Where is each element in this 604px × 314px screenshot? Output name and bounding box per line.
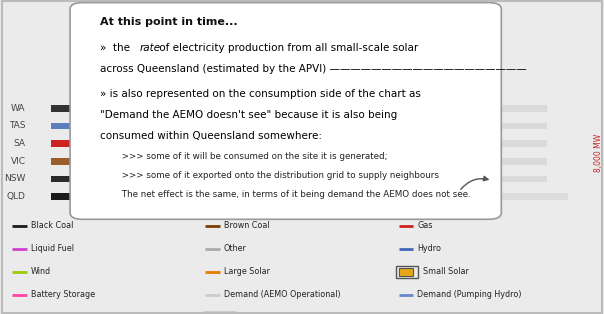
Bar: [410, 200, 448, 203]
Text: >>> some of it will be consumed on the site it is generated;: >>> some of it will be consumed on the s…: [108, 152, 388, 161]
Bar: [51, 105, 72, 112]
Text: The net effect is the same, in terms of it being demand the AEMO does not see.: The net effect is the same, in terms of …: [108, 190, 471, 199]
Bar: [51, 123, 72, 129]
Bar: [421, 193, 464, 200]
Text: Demand (The AEMO dont see): Demand (The AEMO dont see): [242, 313, 363, 314]
Bar: [405, 193, 421, 200]
FancyBboxPatch shape: [70, 3, 501, 219]
Text: Large Solar: Large Solar: [224, 267, 270, 276]
Text: Hydro: Hydro: [417, 244, 442, 253]
Text: Brown Coal: Brown Coal: [224, 221, 269, 230]
Text: 8,000 MW: 8,000 MW: [594, 133, 603, 172]
Text: Other: Other: [224, 244, 247, 253]
Bar: [51, 140, 72, 147]
Text: WA: WA: [11, 104, 25, 113]
Bar: [72, 158, 547, 165]
Text: "Demand the AEMO doesn't see" because it is also being: "Demand the AEMO doesn't see" because it…: [100, 110, 397, 120]
Text: Demand (AEMO Operational): Demand (AEMO Operational): [224, 290, 341, 300]
Bar: [51, 158, 72, 165]
Text: NSW: NSW: [4, 175, 25, 183]
Text: At this point in time...: At this point in time...: [100, 17, 237, 27]
Text: QLD: QLD: [7, 192, 25, 201]
Bar: [464, 193, 568, 200]
Text: of electricity production from all small-scale solar: of electricity production from all small…: [156, 43, 418, 52]
Bar: [399, 268, 413, 276]
Bar: [51, 176, 72, 182]
Text: consumed within Queensland somewhere:: consumed within Queensland somewhere:: [100, 131, 322, 141]
Text: Liquid Fuel: Liquid Fuel: [31, 244, 74, 253]
Text: »  the: » the: [100, 43, 133, 52]
Text: Demand (Battery Charging): Demand (Battery Charging): [31, 313, 143, 314]
Text: >>> some of it exported onto the distribution grid to supply neighbours: >>> some of it exported onto the distrib…: [108, 171, 439, 180]
Text: across Queensland (estimated by the APVI) ———————————————————: across Queensland (estimated by the APVI…: [100, 64, 526, 73]
Text: VIC: VIC: [10, 157, 25, 166]
Text: Wind: Wind: [31, 267, 51, 276]
Bar: [72, 123, 547, 129]
Bar: [396, 266, 418, 278]
Text: Gas: Gas: [417, 221, 432, 230]
Bar: [72, 176, 547, 182]
Text: Demand (Pumping Hydro): Demand (Pumping Hydro): [417, 290, 522, 300]
Bar: [72, 140, 547, 147]
Text: TAS: TAS: [9, 122, 25, 131]
Text: Small Solar: Small Solar: [423, 267, 469, 276]
Bar: [72, 105, 547, 112]
Bar: [413, 192, 472, 200]
Bar: [334, 193, 405, 200]
Bar: [203, 312, 236, 314]
Text: Battery Storage: Battery Storage: [31, 290, 95, 300]
Bar: [51, 193, 334, 200]
Text: SA: SA: [13, 139, 25, 148]
Text: rate: rate: [140, 43, 161, 52]
Text: Black Coal: Black Coal: [31, 221, 73, 230]
Text: » is also represented on the consumption side of the chart as: » is also represented on the consumption…: [100, 89, 420, 99]
